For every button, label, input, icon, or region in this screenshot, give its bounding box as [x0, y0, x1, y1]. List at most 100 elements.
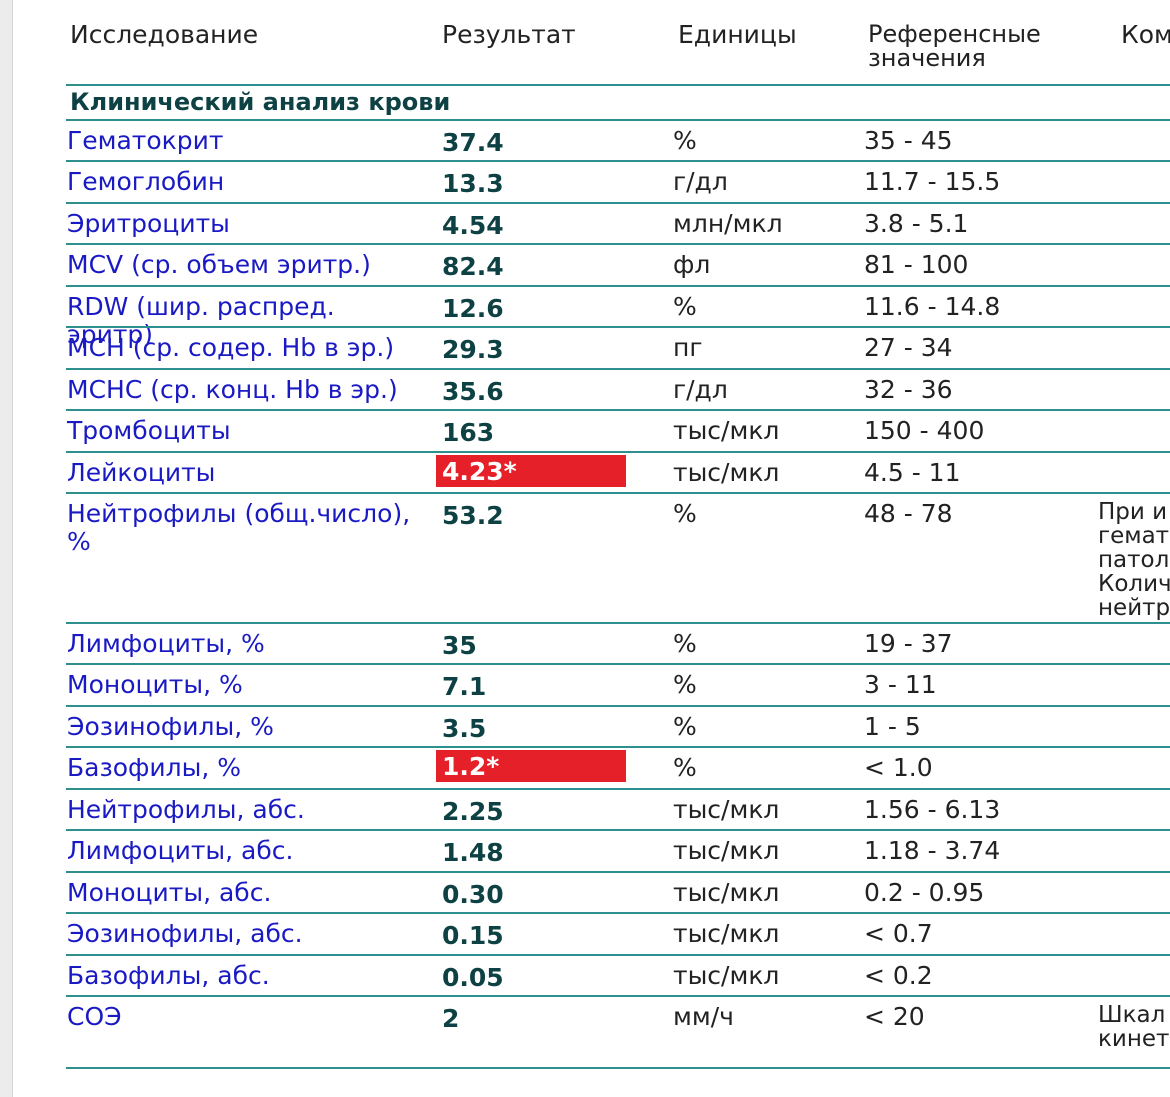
test-name: MCV (ср. объем эритр.) — [67, 250, 371, 279]
table-row: Эозинофилы, % 3.5% 1 - 5 — [66, 707, 1170, 748]
reference-range: 1 - 5 — [864, 712, 921, 741]
table-row: Нейтрофилы, абс. 2.25 тыс/мкл 1.56 - 6.13 — [66, 790, 1170, 831]
unit: мм/ч — [673, 1002, 734, 1031]
result-value: 0.15 — [442, 921, 504, 950]
header-divider — [66, 84, 1170, 86]
reference-range: 3.8 - 5.1 — [864, 209, 969, 238]
reference-range: < 20 — [864, 1002, 925, 1031]
row-divider — [66, 243, 1170, 245]
row-divider — [66, 492, 1170, 494]
unit: фл — [673, 250, 711, 279]
test-name: СОЭ — [67, 1002, 122, 1031]
reference-range: 0.2 - 0.95 — [864, 878, 985, 907]
table-row: Базофилы, абс. 0.05 тыс/мкл < 0.2 — [66, 956, 1170, 997]
table-row: Гемоглобин 13.3 г/дл 11.7 - 15.5 — [66, 162, 1170, 204]
reference-range: < 1.0 — [864, 753, 933, 782]
unit: % — [673, 126, 697, 155]
unit: тыс/мкл — [673, 416, 780, 445]
reference-range: 48 - 78 — [864, 499, 953, 528]
row-divider — [66, 451, 1170, 453]
test-name: Лимфоциты, % — [67, 629, 265, 658]
test-name: Базофилы, абс. — [67, 961, 270, 990]
row-divider — [66, 912, 1170, 914]
column-header-units: Единицы — [678, 20, 797, 49]
result-value: 7.1 — [442, 672, 487, 701]
table-row: Лимфоциты, % 35% 19 - 37 — [66, 624, 1170, 665]
table-row: Гематокрит 37.4% 35 - 45 — [66, 121, 1170, 162]
result-value: 13.3 — [442, 169, 504, 198]
test-name: Тромбоциты — [67, 416, 231, 445]
row-divider — [66, 705, 1170, 707]
test-name: Лейкоциты — [67, 458, 216, 487]
comment: Шкал кинет — [1098, 1002, 1170, 1052]
unit: тыс/мкл — [673, 878, 780, 907]
test-name: Гематокрит — [67, 126, 224, 155]
test-name: Моноциты, абс. — [67, 878, 272, 907]
result-value: 2 — [442, 1004, 460, 1033]
result-value-flagged: 4.23* — [436, 455, 626, 487]
results-table: Исследование Результат Единицы Референсн… — [66, 0, 1170, 1097]
reference-range: 1.56 - 6.13 — [864, 795, 1001, 824]
unit: тыс/мкл — [673, 961, 780, 990]
test-name: Нейтрофилы (общ.число), % — [67, 499, 411, 556]
reference-range: 11.7 - 15.5 — [864, 167, 1001, 196]
result-value: 163 — [442, 418, 495, 447]
unit: % — [673, 670, 697, 699]
reference-range: 1.18 - 3.74 — [864, 836, 1001, 865]
column-header-study: Исследование — [70, 20, 259, 49]
result-value: 0.30 — [442, 880, 504, 909]
test-name: Эритроциты — [67, 209, 230, 238]
result-value: 2.25 — [442, 797, 504, 826]
unit: % — [673, 292, 697, 321]
reference-range: < 0.7 — [864, 919, 933, 948]
column-header-reference-line1: Референсные — [868, 20, 1041, 48]
row-divider — [66, 871, 1170, 873]
unit: % — [673, 629, 697, 658]
section-divider — [66, 119, 1170, 121]
reference-range: < 0.2 — [864, 961, 933, 990]
section-title: Клинический анализ крови — [70, 88, 451, 116]
unit: тыс/мкл — [673, 919, 780, 948]
reference-range: 35 - 45 — [864, 126, 953, 155]
comment: При и гемат патол Колич нейтр — [1098, 499, 1170, 621]
table-row: MCV (ср. объем эритр.) 82.4 фл 81 - 100 — [66, 245, 1170, 287]
column-header-reference-line2: значения — [868, 44, 986, 72]
unit: пг — [673, 333, 703, 362]
test-name: Базофилы, % — [67, 753, 242, 782]
row-divider — [66, 954, 1170, 956]
table-row: Лейкоциты 4.23* тыс/мкл 4.5 - 11 — [66, 453, 1170, 494]
row-divider — [66, 1067, 1170, 1069]
column-header-result: Результат — [442, 20, 576, 49]
table-row: Эритроциты 4.54 млн/мкл 3.8 - 5.1 — [66, 204, 1170, 245]
unit: тыс/мкл — [673, 458, 780, 487]
table-row: Лимфоциты, абс. 1.48 тыс/мкл 1.18 - 3.74 — [66, 831, 1170, 873]
result-value: 3.5 — [442, 714, 487, 743]
row-divider — [66, 160, 1170, 162]
row-divider — [66, 746, 1170, 748]
page-edge — [0, 0, 13, 1097]
test-name: Гемоглобин — [67, 167, 225, 196]
result-value: 0.05 — [442, 963, 504, 992]
table-row: Тромбоциты 163 тыс/мкл 150 - 400 — [66, 411, 1170, 453]
reference-range: 32 - 36 — [864, 375, 953, 404]
unit: % — [673, 712, 697, 741]
row-divider — [66, 285, 1170, 287]
reference-range: 11.6 - 14.8 — [864, 292, 1001, 321]
table-row: RDW (шир. распред. эритр) 12.6% 11.6 - 14.… — [66, 287, 1170, 349]
table-row: Нейтрофилы (общ.число), % 53.2% 48 - 78 При… — [66, 494, 1170, 624]
result-value: 29.3 — [442, 335, 504, 364]
test-name: Эозинофилы, абс. — [67, 919, 303, 948]
test-name: MCHC (ср. конц. Hb в эр.) — [67, 375, 398, 404]
row-divider — [66, 368, 1170, 370]
unit: тыс/мкл — [673, 836, 780, 865]
result-value-flagged: 1.2* — [436, 750, 626, 782]
test-name: Моноциты, % — [67, 670, 243, 699]
unit: % — [673, 753, 697, 782]
reference-range: 27 - 34 — [864, 333, 953, 362]
result-value: 1.48 — [442, 838, 504, 867]
table-row: Эозинофилы, абс. 0.15 тыс/мкл < 0.7 — [66, 914, 1170, 956]
reference-range: 19 - 37 — [864, 629, 953, 658]
table-row: MCHC (ср. конц. Hb в эр.) 35.6 г/дл 32 - 36 — [66, 370, 1170, 411]
unit: млн/мкл — [673, 209, 783, 238]
table-row: MCH (ср. содер. Hb в эр.) 29.3 пг 27 - 34 — [66, 328, 1170, 370]
